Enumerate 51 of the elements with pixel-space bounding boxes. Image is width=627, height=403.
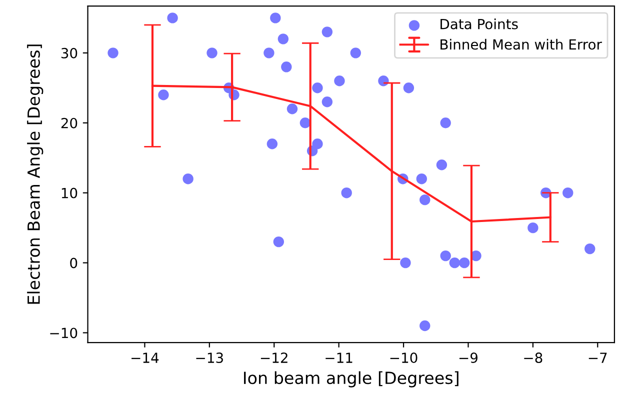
point: [528, 222, 538, 234]
point: [416, 173, 427, 184]
point: [584, 243, 596, 254]
point: [108, 48, 118, 58]
point: [378, 76, 389, 86]
point: [403, 82, 414, 94]
point: [312, 138, 323, 150]
point: [264, 48, 274, 58]
y-tick-label: 0: [70, 258, 78, 268]
point: [206, 48, 218, 58]
point: [278, 34, 289, 44]
point: [167, 12, 178, 24]
point: [334, 76, 345, 86]
point: [440, 118, 451, 128]
point: [420, 194, 430, 206]
x-tick-label: −10: [390, 352, 418, 364]
point: [562, 187, 574, 198]
point: [420, 320, 430, 332]
point: [449, 257, 460, 268]
point: [312, 82, 323, 94]
y-tick-label: 10: [62, 188, 78, 198]
point: [270, 12, 281, 24]
point: [436, 160, 448, 170]
point: [341, 187, 352, 198]
x-axis-title: Ion beam angle [Degrees]: [244, 371, 458, 388]
x-tick-label: −7: [588, 352, 607, 363]
point: [322, 96, 333, 108]
point: [322, 26, 333, 38]
point: [350, 48, 361, 58]
x-tick-label: −9: [459, 352, 478, 364]
y-tick-label: −10: [50, 328, 78, 338]
x-tick-label: −11: [326, 352, 352, 363]
point: [266, 138, 278, 150]
x-tick-label: −13: [196, 352, 223, 364]
legend-label: Binned Mean with Error: [440, 38, 602, 50]
legend-label: Data Points: [440, 18, 518, 30]
point: [281, 62, 292, 72]
point: [400, 257, 411, 268]
y-axis-title: Electron Beam Angle [Degrees]: [27, 44, 44, 304]
y-tick-label: 20: [61, 118, 78, 128]
point: [182, 173, 194, 184]
point: [273, 236, 284, 248]
point: [300, 118, 311, 128]
x-tick-label: −12: [260, 352, 288, 363]
point: [440, 250, 451, 262]
point: [158, 90, 169, 100]
point: [286, 104, 298, 114]
y-tick-label: 30: [61, 48, 78, 58]
x-tick-label: −8: [524, 352, 542, 364]
x-tick-label: −14: [132, 352, 159, 363]
point: [458, 257, 470, 268]
